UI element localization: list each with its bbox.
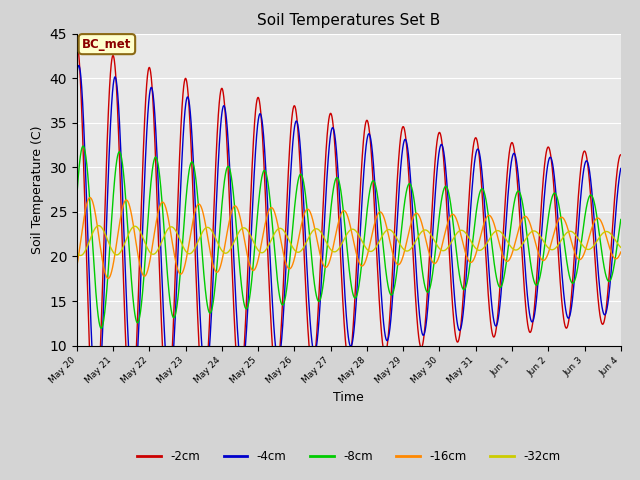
-4cm	[93, 403, 100, 409]
-4cm	[594, 267, 602, 273]
-2cm	[594, 295, 602, 301]
-32cm	[331, 249, 339, 255]
-2cm	[91, 425, 99, 431]
-2cm	[258, 121, 266, 127]
-32cm	[588, 245, 595, 251]
Line: -2cm: -2cm	[77, 43, 621, 428]
-2cm	[617, 152, 625, 157]
-4cm	[617, 166, 625, 171]
-8cm	[617, 216, 625, 222]
Y-axis label: Soil Temperature (C): Soil Temperature (C)	[31, 125, 44, 254]
-32cm	[258, 250, 266, 256]
-32cm	[95, 223, 102, 228]
-2cm	[73, 40, 81, 46]
Text: BC_met: BC_met	[82, 37, 132, 51]
-8cm	[73, 193, 81, 199]
-8cm	[258, 175, 266, 180]
-32cm	[486, 235, 493, 241]
-8cm	[79, 143, 87, 149]
-8cm	[471, 222, 479, 228]
-16cm	[594, 215, 602, 221]
X-axis label: Time: Time	[333, 391, 364, 404]
-4cm	[258, 116, 266, 122]
-32cm	[617, 244, 625, 250]
-2cm	[330, 135, 338, 141]
Line: -32cm: -32cm	[77, 226, 621, 255]
-16cm	[258, 239, 266, 244]
Title: Soil Temperatures Set B: Soil Temperatures Set B	[257, 13, 440, 28]
-32cm	[471, 244, 479, 250]
-32cm	[73, 250, 81, 255]
-4cm	[471, 159, 479, 165]
Line: -8cm: -8cm	[77, 146, 621, 328]
-16cm	[588, 227, 595, 232]
-16cm	[73, 264, 81, 269]
Line: -4cm: -4cm	[77, 65, 621, 406]
-32cm	[77, 252, 84, 258]
-8cm	[486, 225, 493, 231]
-32cm	[594, 237, 602, 242]
-4cm	[486, 281, 493, 287]
-8cm	[97, 325, 105, 331]
Legend: -2cm, -4cm, -8cm, -16cm, -32cm: -2cm, -4cm, -8cm, -16cm, -32cm	[132, 445, 565, 468]
-4cm	[75, 62, 83, 68]
-4cm	[73, 72, 81, 78]
-16cm	[331, 238, 339, 244]
-2cm	[588, 202, 595, 207]
-16cm	[486, 213, 493, 218]
-4cm	[331, 130, 339, 136]
-16cm	[86, 195, 94, 201]
-2cm	[470, 137, 478, 143]
-4cm	[588, 183, 595, 189]
-8cm	[588, 192, 595, 198]
-16cm	[104, 276, 112, 281]
-8cm	[594, 222, 602, 228]
-2cm	[486, 312, 493, 317]
-16cm	[617, 249, 625, 255]
Line: -16cm: -16cm	[77, 198, 621, 278]
-8cm	[331, 180, 339, 186]
-16cm	[471, 255, 479, 261]
